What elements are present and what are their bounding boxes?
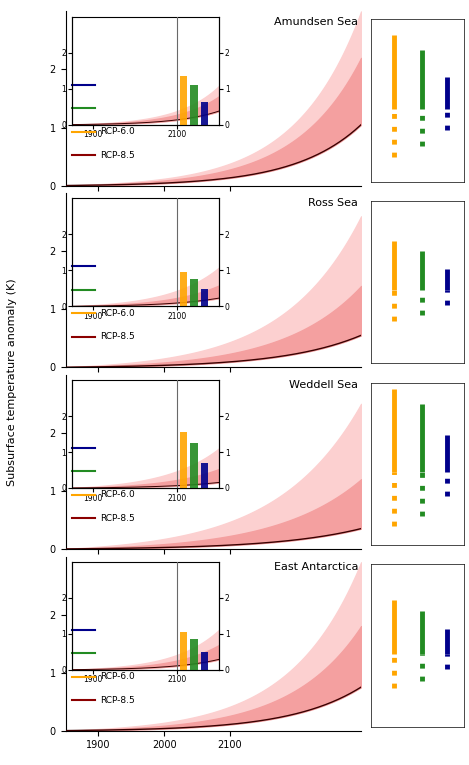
Text: RCP-8.5: RCP-8.5 bbox=[99, 695, 135, 705]
Text: RCP-4.5: RCP-4.5 bbox=[99, 103, 134, 112]
Text: Subsurface temperature anomaly (K): Subsurface temperature anomaly (K) bbox=[7, 278, 17, 487]
Text: RCP-6.0: RCP-6.0 bbox=[99, 672, 135, 681]
Text: RCP-2.6: RCP-2.6 bbox=[99, 444, 134, 452]
Text: RCP-8.5: RCP-8.5 bbox=[99, 514, 135, 523]
Text: RCP-6.0: RCP-6.0 bbox=[99, 309, 135, 317]
Text: RCP-4.5: RCP-4.5 bbox=[99, 649, 134, 658]
Text: RCP-4.5: RCP-4.5 bbox=[99, 467, 134, 476]
Text: RCP-2.6: RCP-2.6 bbox=[99, 80, 134, 89]
Text: RCP-4.5: RCP-4.5 bbox=[99, 285, 134, 295]
Text: RCP-6.0: RCP-6.0 bbox=[99, 127, 135, 136]
Text: RCP-2.6: RCP-2.6 bbox=[99, 625, 134, 634]
Text: Amundsen Sea: Amundsen Sea bbox=[274, 17, 358, 27]
Text: RCP-8.5: RCP-8.5 bbox=[99, 332, 135, 341]
Text: RCP-2.6: RCP-2.6 bbox=[99, 262, 134, 271]
Text: Weddell Sea: Weddell Sea bbox=[289, 380, 358, 390]
Text: East Antarctica: East Antarctica bbox=[274, 562, 358, 571]
Text: Ross Sea: Ross Sea bbox=[308, 198, 358, 208]
Text: RCP-6.0: RCP-6.0 bbox=[99, 490, 135, 500]
Text: RCP-8.5: RCP-8.5 bbox=[99, 151, 135, 160]
